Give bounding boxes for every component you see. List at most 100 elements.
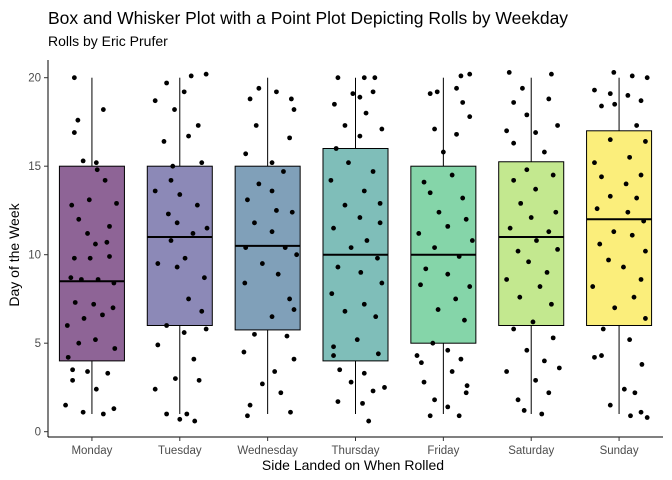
data-point <box>445 271 451 277</box>
data-point <box>174 220 180 226</box>
data-point <box>524 167 530 173</box>
data-point <box>456 254 462 259</box>
data-point <box>418 282 423 288</box>
data-point <box>607 402 613 408</box>
data-point <box>331 225 336 231</box>
data-point <box>194 202 200 208</box>
data-point <box>348 379 354 385</box>
data-point <box>170 163 176 169</box>
data-point <box>639 362 645 367</box>
data-point <box>541 358 547 364</box>
data-point <box>530 319 536 325</box>
data-point <box>607 193 613 199</box>
data-point <box>337 367 343 373</box>
data-point <box>597 241 603 247</box>
data-point <box>68 275 74 281</box>
chart-subtitle: Rolls by Eric Prufer <box>48 33 168 49</box>
data-point <box>181 330 187 335</box>
data-point <box>432 245 437 251</box>
data-point <box>366 418 372 424</box>
data-point <box>533 130 539 135</box>
data-point <box>247 96 253 102</box>
data-point <box>172 376 178 381</box>
data-point <box>627 337 633 343</box>
data-point <box>188 73 194 79</box>
data-point <box>607 91 613 97</box>
data-point <box>342 202 348 208</box>
data-point <box>612 305 618 311</box>
data-point <box>177 192 183 197</box>
data-point <box>445 347 451 353</box>
data-point <box>358 269 364 275</box>
data-point <box>361 301 367 307</box>
data-point <box>638 172 644 178</box>
data-point <box>464 383 470 389</box>
data-point <box>526 259 531 265</box>
data-point <box>537 284 543 289</box>
data-point <box>449 172 455 178</box>
data-point <box>463 390 469 396</box>
data-point <box>436 209 442 215</box>
y-tick-label: 10 <box>28 250 41 262</box>
data-point <box>71 130 77 135</box>
data-point <box>80 409 86 415</box>
data-point <box>288 409 293 415</box>
data-point <box>269 188 275 194</box>
data-point <box>335 75 341 81</box>
data-point <box>600 326 606 332</box>
data-point <box>643 316 648 321</box>
data-point <box>348 245 354 251</box>
data-point <box>335 399 341 405</box>
data-point <box>242 280 248 286</box>
data-point <box>599 174 604 180</box>
data-point <box>107 223 112 229</box>
data-point <box>243 245 249 251</box>
data-point <box>370 388 376 394</box>
data-point <box>75 117 81 123</box>
data-point <box>269 160 275 166</box>
data-point <box>644 75 650 81</box>
data-point <box>623 181 629 187</box>
data-point <box>506 69 512 75</box>
x-tick-label: Friday <box>427 445 459 457</box>
data-point <box>454 131 459 137</box>
data-point <box>93 337 98 343</box>
data-point <box>172 107 177 112</box>
data-point <box>434 89 440 95</box>
data-point <box>456 413 462 419</box>
box-sunday <box>586 130 653 326</box>
data-point <box>621 264 626 270</box>
data-point <box>71 255 77 261</box>
data-point <box>427 91 433 97</box>
data-point <box>463 216 469 222</box>
data-point <box>284 333 290 339</box>
data-point <box>199 160 205 166</box>
data-point <box>634 123 640 128</box>
data-point <box>504 128 510 134</box>
data-point <box>335 264 341 270</box>
data-point <box>80 158 86 164</box>
data-point <box>556 365 562 371</box>
data-point <box>69 202 75 208</box>
data-point <box>71 75 77 81</box>
data-point <box>467 284 473 289</box>
data-point <box>611 69 617 75</box>
data-point <box>259 261 265 266</box>
data-point <box>627 154 633 160</box>
data-point <box>63 402 68 408</box>
data-point <box>445 404 451 410</box>
data-point <box>549 301 554 307</box>
data-point <box>199 308 205 314</box>
data-point <box>599 353 604 358</box>
data-point <box>520 85 525 91</box>
data-point <box>81 316 87 321</box>
data-point <box>331 353 336 358</box>
data-point <box>184 411 190 417</box>
data-point <box>94 167 100 173</box>
data-point <box>152 98 158 104</box>
data-point <box>93 386 99 392</box>
data-point <box>511 100 517 105</box>
data-point <box>204 225 210 231</box>
data-point <box>421 379 427 385</box>
